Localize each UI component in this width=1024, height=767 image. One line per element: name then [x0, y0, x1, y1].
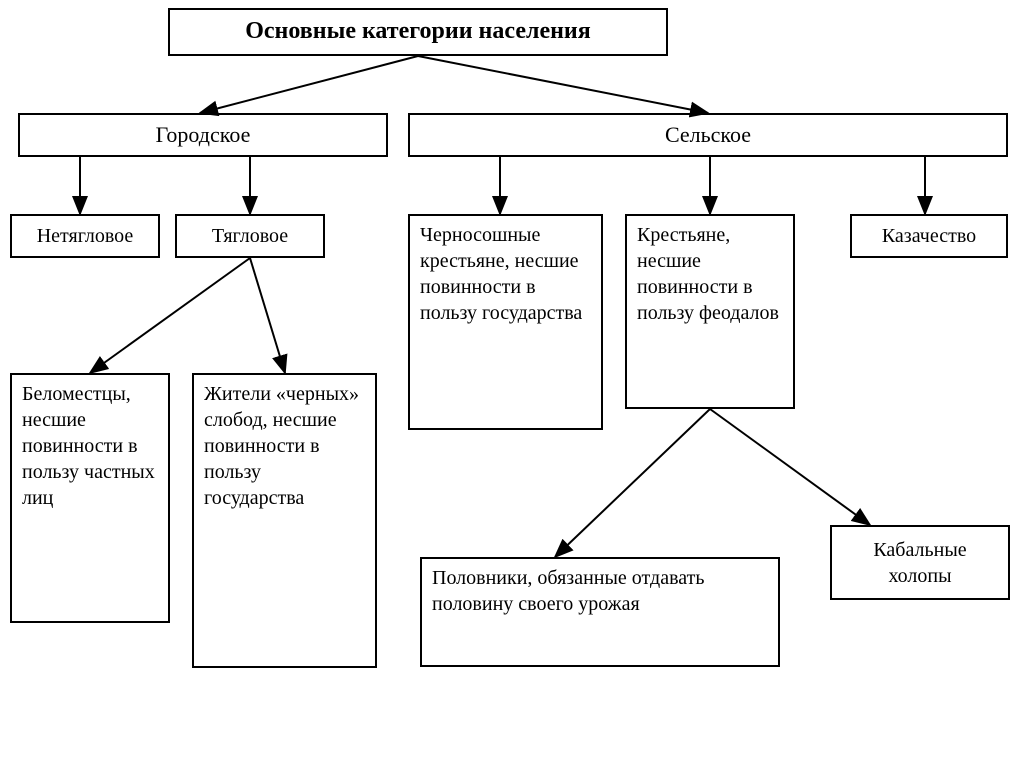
- node-polovniki: Половники, обязанные отдавать половину с…: [420, 557, 780, 667]
- node-chernososhnye: Черносошные крестьяне, несшие повинности…: [408, 214, 603, 430]
- node-feudal: Крестьяне, несшие повинности в пользу фе…: [625, 214, 795, 409]
- node-root: Основные категории населения: [168, 8, 668, 56]
- node-nontax: Нетягловое: [10, 214, 160, 258]
- node-belomestcy: Беломестцы, несшие повинности в пользу ч…: [10, 373, 170, 623]
- node-tax: Тягловое: [175, 214, 325, 258]
- node-rural: Сельское: [408, 113, 1008, 157]
- node-cossacks: Казачество: [850, 214, 1008, 258]
- node-urban: Городское: [18, 113, 388, 157]
- node-kholopy: Кабальные холопы: [830, 525, 1010, 600]
- node-chernye: Жители «черных» слобод, несшие повинност…: [192, 373, 377, 668]
